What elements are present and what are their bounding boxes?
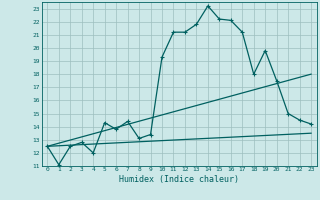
X-axis label: Humidex (Indice chaleur): Humidex (Indice chaleur): [119, 175, 239, 184]
